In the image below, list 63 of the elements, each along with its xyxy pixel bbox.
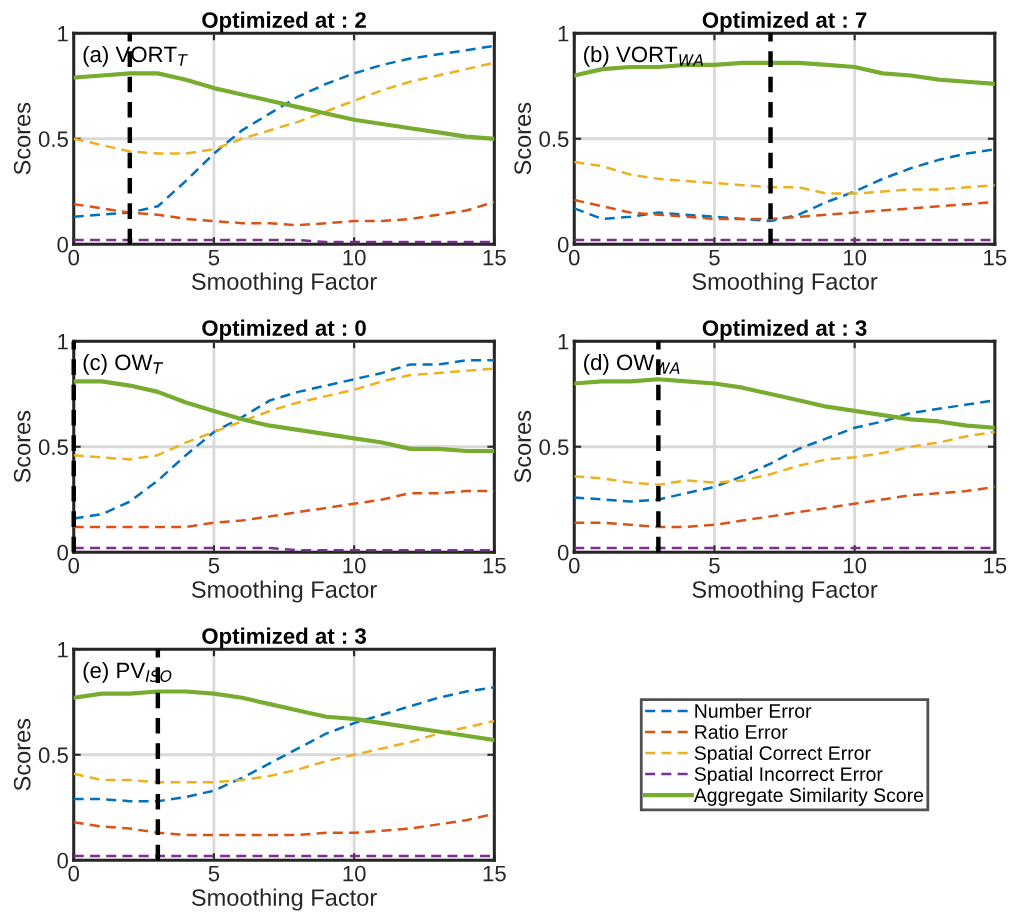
- y-tick-label: 0.5: [38, 747, 68, 764]
- x-tick-label: 15: [483, 249, 506, 266]
- chart-title: Optimized at : 0: [202, 319, 366, 341]
- y-tick-label: 0.5: [539, 439, 569, 456]
- line-series: [73, 379, 495, 454]
- line-series: [73, 200, 495, 227]
- line-series: [73, 489, 495, 529]
- legend-label: Spatial Incorrect Error: [694, 766, 883, 785]
- y-tick-label: 0.5: [539, 131, 569, 148]
- x-tick-label: 5: [208, 249, 220, 266]
- y-tick-label: 0.5: [38, 439, 68, 456]
- line-series: [574, 430, 995, 486]
- line-series: [574, 377, 995, 430]
- y-tick-label: 1: [58, 642, 68, 658]
- legend-label: Ratio Error: [695, 724, 788, 739]
- x-tick-label: 10: [843, 249, 867, 266]
- y-tick-label: 0: [57, 236, 68, 253]
- legend-label: Spatial Correct Error: [694, 745, 871, 764]
- line-series: [73, 44, 495, 219]
- x-tick-label: 5: [208, 865, 220, 882]
- legend-label: Number Error: [695, 703, 812, 718]
- chart-title: Optimized at : 3: [702, 319, 867, 341]
- y-tick-label: 0: [557, 544, 569, 561]
- x-tick-label: 5: [709, 249, 720, 266]
- line-series: [574, 160, 995, 195]
- chart-title: Optimized at : 3: [202, 627, 366, 649]
- x-tick-label: 10: [843, 557, 867, 574]
- line-series: [73, 689, 495, 743]
- y-axis-title: Scores: [514, 102, 532, 175]
- y-tick-label: 0: [557, 236, 569, 253]
- x-tick-label: 10: [343, 249, 366, 266]
- x-tick-label: 10: [343, 557, 366, 574]
- x-tick-label: 15: [984, 249, 1007, 266]
- x-axis-title: Smoothing Factor: [191, 272, 377, 295]
- x-tick-label: 10: [343, 865, 366, 882]
- y-axis-title: Scores: [13, 102, 31, 175]
- x-axis-title: Smoothing Factor: [191, 888, 377, 911]
- x-axis-title: Smoothing Factor: [692, 580, 878, 603]
- x-axis-title: Smoothing Factor: [692, 272, 878, 295]
- x-axis-title: Smoothing Factor: [191, 580, 377, 603]
- line-series: [73, 719, 495, 784]
- line-series: [73, 71, 495, 141]
- y-tick-label: 0: [57, 544, 68, 561]
- y-tick-label: 0.5: [38, 131, 68, 148]
- y-axis-title: Scores: [13, 410, 31, 483]
- y-tick-label: 1: [58, 334, 68, 350]
- x-tick-label: 15: [984, 557, 1007, 574]
- line-series: [574, 148, 995, 223]
- x-tick-label: 5: [709, 557, 720, 574]
- chart-title: Optimized at : 2: [202, 11, 366, 33]
- annotation: (c) OW$_{T}$: [83, 353, 164, 375]
- y-tick-label: 0: [57, 852, 68, 869]
- y-tick-label: 1: [58, 26, 68, 42]
- y-tick-label: 1: [558, 26, 569, 42]
- line-series: [73, 686, 495, 803]
- y-axis-title: Scores: [514, 410, 532, 483]
- chart-title: Optimized at : 7: [702, 11, 867, 33]
- x-tick-label: 15: [483, 865, 506, 882]
- y-axis-title: Scores: [13, 718, 31, 791]
- y-tick-label: 1: [558, 334, 569, 350]
- x-tick-label: 15: [483, 557, 506, 574]
- x-tick-label: 5: [208, 557, 220, 574]
- legend-label: Aggregate Similarity Score: [693, 787, 924, 806]
